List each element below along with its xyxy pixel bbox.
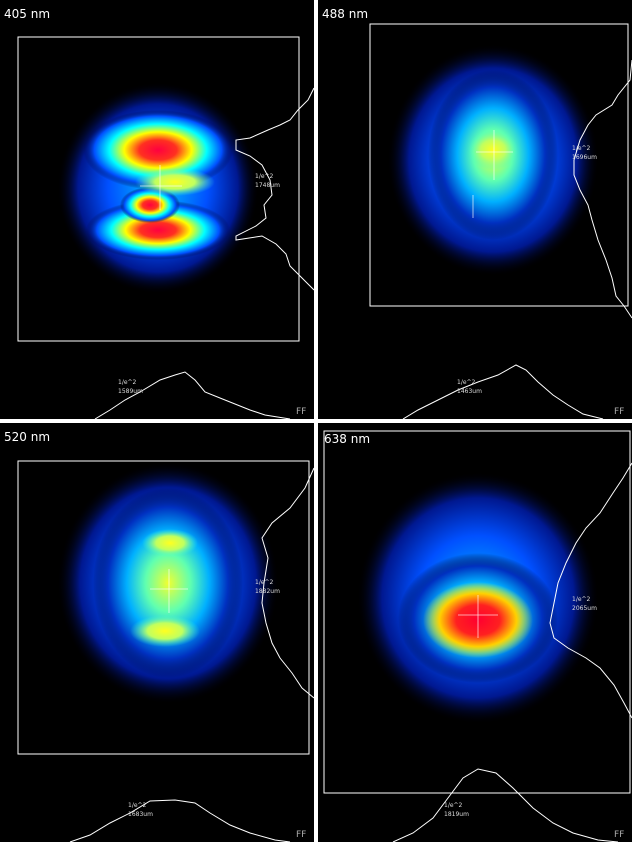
roi-box — [17, 460, 310, 755]
profile-label: 1/e^2 — [444, 802, 463, 809]
profile-width: 1882um — [255, 588, 280, 595]
panel: 405 nm 1/e^2 1748um 1/e^2 1589um FF — [0, 0, 314, 419]
beam-lobe — [86, 200, 230, 260]
profile-width: 2065um — [572, 605, 597, 612]
roi-box — [17, 36, 300, 342]
wavelength-label: 638 nm — [324, 432, 370, 446]
corner-label: FF — [614, 407, 624, 417]
panel: 488 nm 1/e^2 1696um 1/e^2 1463um FF — [318, 0, 632, 419]
roi-box — [323, 430, 631, 794]
profile-label: 1/e^2 — [118, 379, 137, 386]
profile-curve — [573, 59, 632, 319]
roi-box — [369, 23, 629, 307]
panel: 520 nm 1/e^2 1882um 1/e^2 1683um FF — [0, 423, 314, 842]
profile-curve — [261, 467, 314, 699]
profile-curve — [69, 799, 291, 842]
profile-width: 1748um — [255, 182, 280, 189]
beam-lobe — [135, 168, 215, 196]
profile-label: 1/e^2 — [572, 596, 591, 603]
profile-width: 1696um — [572, 154, 597, 161]
profile-label: 1/e^2 — [255, 579, 274, 586]
profile-width: 1463um — [457, 388, 482, 395]
profile-curve — [402, 364, 604, 419]
wavelength-label: 520 nm — [4, 430, 50, 444]
profile-width: 1589um — [118, 388, 143, 395]
corner-label: FF — [296, 407, 306, 417]
profile-curve — [235, 87, 314, 291]
profile-width: 1819um — [444, 811, 469, 818]
panel: 638 nm 1/e^2 2065um 1/e^2 1819um FF — [318, 423, 632, 842]
profile-label: 1/e^2 — [572, 145, 591, 152]
profile-curve — [392, 768, 619, 842]
corner-label: FF — [614, 830, 624, 840]
beam-lobe — [142, 529, 198, 557]
beam-lobe — [120, 187, 180, 223]
beam-lobe — [93, 488, 243, 678]
profile-label: 1/e^2 — [457, 379, 476, 386]
wavelength-label: 488 nm — [322, 7, 368, 21]
profile-width: 1683um — [128, 811, 153, 818]
beam-lobe — [468, 130, 518, 170]
corner-label: FF — [296, 830, 306, 840]
wavelength-label: 405 nm — [4, 7, 50, 21]
profile-label: 1/e^2 — [128, 802, 147, 809]
profile-label: 1/e^2 — [255, 173, 274, 180]
profile-curve — [549, 462, 632, 719]
profile-curve — [94, 371, 291, 419]
beam-lobe — [130, 615, 200, 647]
